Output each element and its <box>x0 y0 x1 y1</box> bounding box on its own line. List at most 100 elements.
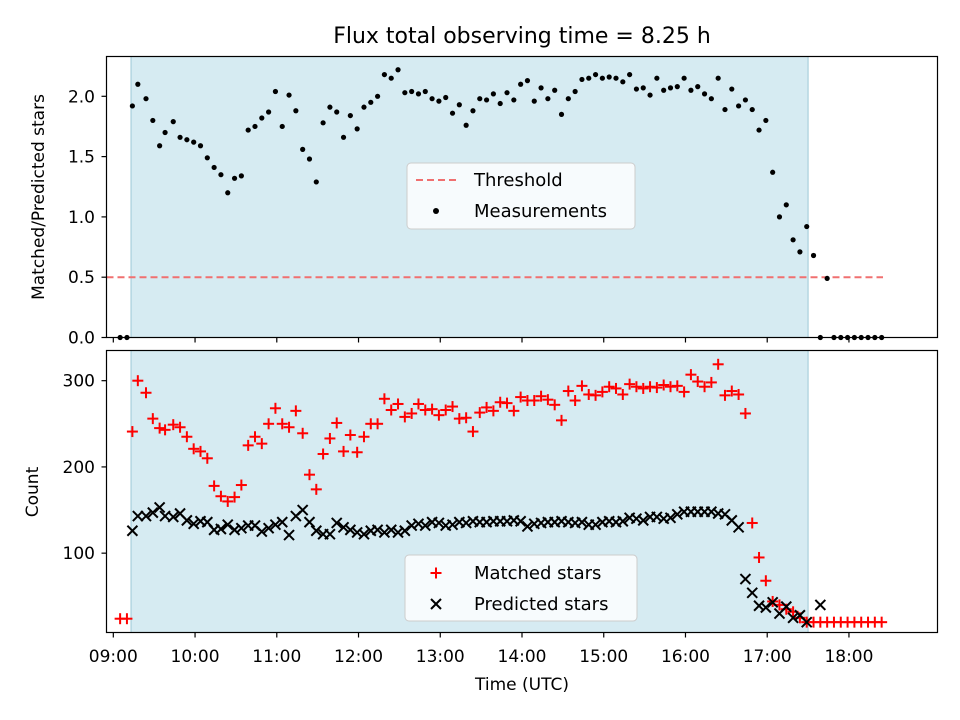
x-tick-label: 12:00 <box>334 647 383 667</box>
count-x-axis: 09:00 10:00 11:00 12:00 13:00 14:00 15:00 16:00… <box>89 632 873 667</box>
measurement-point <box>470 108 476 114</box>
matched-star-point <box>576 380 588 392</box>
predicted-star-point <box>371 524 384 536</box>
x-tick-label: 16:00 <box>661 647 710 667</box>
measurement-point <box>259 115 265 121</box>
matched-star-point <box>310 483 322 495</box>
measurement-point <box>783 202 789 208</box>
predicted-star-point <box>344 524 357 536</box>
matched-star-point <box>515 391 527 403</box>
count-y-axis-label: Count <box>23 466 43 517</box>
matched-star-point <box>685 369 697 381</box>
measurement-point <box>565 96 571 102</box>
measurement-point <box>347 112 353 119</box>
matched-star-point <box>610 382 622 394</box>
matched-star-point <box>562 385 574 397</box>
predicted-star-point <box>385 524 397 536</box>
predicted-star-point <box>324 528 336 540</box>
predicted-star-point <box>392 526 404 539</box>
matched-star-point <box>188 443 200 455</box>
measurement-point <box>143 96 149 102</box>
matched-star-point <box>739 407 751 419</box>
measurement-point <box>763 117 769 124</box>
predicted-star-point <box>140 510 152 522</box>
measurement-point <box>586 75 592 81</box>
chart-title: Flux total observing time = 8.25 h <box>333 24 711 49</box>
measurement-point <box>443 94 449 101</box>
matched-star-point <box>733 388 745 400</box>
measurement-point <box>749 106 755 113</box>
count-legend-box <box>404 554 638 622</box>
ratio-y-axis-label: Matched/Predicted stars <box>29 94 49 300</box>
predicted-star-point <box>378 526 391 539</box>
matched-star-point <box>256 438 268 450</box>
matched-star-point <box>269 402 281 414</box>
matched-star-point <box>760 575 772 587</box>
matched-star-point <box>460 412 472 424</box>
matched-star-point <box>447 401 459 413</box>
count-y-tick-label: 100 <box>63 544 95 564</box>
measurement-point <box>695 84 701 90</box>
matched-legend-marker <box>430 567 442 579</box>
measurement-point <box>810 252 817 259</box>
matched-star-point <box>412 398 424 410</box>
ratio-panel: 0.0 0.5 1.0 1.5 2.0 Flux total observing tim… <box>29 24 939 349</box>
matched-star-point <box>159 424 171 436</box>
matched-star-point <box>746 517 758 529</box>
measurement-point <box>729 86 735 92</box>
predicted-star-point <box>310 525 323 537</box>
matched-star-point <box>637 382 649 394</box>
measurement-point <box>640 85 646 91</box>
predicted-star-point <box>521 520 534 533</box>
predicted-stars-legend-label: Predicted stars <box>474 594 608 615</box>
matched-star-point <box>215 490 227 502</box>
measurement-point <box>463 122 469 128</box>
predicted-star-point <box>303 516 316 528</box>
matched-star-point <box>487 405 499 417</box>
measurement-point <box>688 87 694 93</box>
predicted-star-point <box>514 515 527 527</box>
predicted-star-point <box>732 521 745 533</box>
matched-star-point <box>671 380 683 392</box>
measurement-point <box>204 155 210 161</box>
measurement-point <box>409 88 415 95</box>
x-axis-label: Time (UTC) <box>474 675 569 695</box>
measurement-point <box>320 120 326 126</box>
measurement-point <box>681 75 687 81</box>
predicted-star-point <box>651 511 663 523</box>
measurement-point <box>374 93 381 99</box>
matched-star-point <box>372 418 384 430</box>
matched-star-point <box>385 404 397 416</box>
matched-star-point <box>194 445 206 457</box>
predicted-star-point <box>617 515 629 527</box>
measurement-point <box>279 123 285 130</box>
measurement-point <box>252 123 258 130</box>
ratio-x-ticks <box>112 337 850 343</box>
predicted-star-point <box>262 522 275 534</box>
measurement-point <box>647 92 653 98</box>
matched-star-point <box>399 411 411 423</box>
measurement-point <box>504 90 510 96</box>
measurement-point <box>327 104 333 110</box>
predicted-star-point <box>705 506 718 518</box>
measurement-point <box>627 71 633 78</box>
measurements-legend-label: Measurements <box>474 201 607 222</box>
measurement-point <box>674 84 680 90</box>
predicted-star-point <box>801 616 813 628</box>
predicted-star-point <box>269 518 282 531</box>
ratio-plot-area <box>106 67 885 341</box>
measurement-point <box>225 190 231 196</box>
predicted-star-point <box>460 517 472 529</box>
predicted-star-point <box>814 599 827 611</box>
matched-stars-legend-swatch <box>430 567 442 579</box>
predicted-star-point <box>739 573 752 585</box>
predicted-legend-marker <box>430 598 442 610</box>
measurement-point <box>135 81 141 87</box>
matched-star-point <box>590 389 602 401</box>
measurement-point <box>402 90 408 96</box>
predicted-star-point <box>126 525 139 537</box>
matched-star-point <box>147 413 159 425</box>
ratio-y-axis: 0.0 0.5 1.0 1.5 2.0 <box>68 87 107 349</box>
ratio-y-tick-label: 2.0 <box>68 87 95 107</box>
measurement-point <box>770 169 776 175</box>
